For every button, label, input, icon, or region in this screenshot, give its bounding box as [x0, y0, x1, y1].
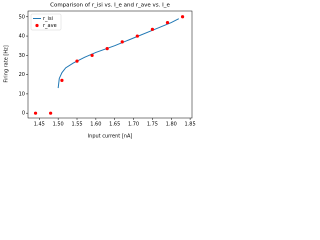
x-tick-label: 1.60: [90, 122, 101, 128]
line: [57, 18, 180, 89]
point: [120, 40, 124, 44]
x-tick-label: 1.55: [71, 122, 82, 128]
point: [150, 27, 155, 31]
chart-title: Comparison of r_isi vs. I_e and r_ave vs…: [50, 3, 170, 9]
x-tick-label: 1.75: [147, 122, 158, 128]
page: {"chart_data": {"type": "line", "title":…: [0, 0, 200, 141]
y-tick-label: 10: [19, 91, 25, 97]
legend-marker: [35, 23, 39, 28]
point: [90, 53, 94, 57]
point: [180, 15, 185, 19]
x-tick-label: 1.45: [34, 122, 45, 128]
y-tick-label: 40: [19, 34, 25, 40]
legend-label: r_ave: [43, 23, 57, 29]
x-tick-label: 1.80: [166, 122, 177, 128]
x-tick-label: 1.50: [53, 122, 64, 128]
y-axis-label: Firing rate [Hz]: [4, 45, 10, 82]
point: [33, 111, 38, 115]
x-tick-label: 1.85: [185, 122, 196, 128]
chart: Comparison of r_isi vs. I_e and r_ave vs…: [4, 3, 196, 140]
point: [105, 46, 109, 51]
legend-label: r_isi: [43, 16, 53, 22]
point: [165, 20, 170, 25]
point: [75, 59, 79, 63]
y-tick-label: 50: [19, 14, 25, 20]
point: [60, 78, 64, 83]
x-axis-label: Input current [nA]: [88, 134, 133, 140]
y-tick-label: 30: [19, 53, 25, 59]
x-tick-label: 1.65: [109, 122, 120, 128]
point: [135, 34, 139, 38]
y-tick-label: 20: [19, 72, 25, 78]
x-tick-label: 1.70: [128, 122, 139, 128]
plot-frame: [27, 10, 193, 119]
point: [49, 111, 53, 115]
y-tick-label: 0: [22, 111, 25, 117]
